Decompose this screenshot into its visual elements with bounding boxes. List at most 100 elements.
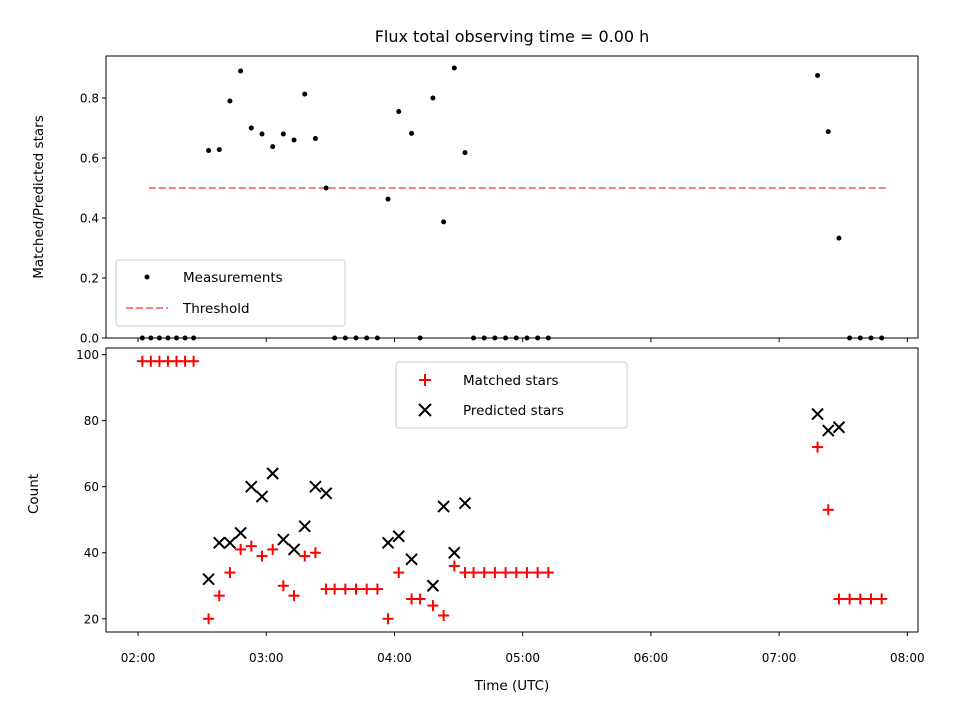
top-y-tick-label: 0.8 (80, 92, 99, 106)
matched-star-point (521, 567, 533, 579)
x-tick-label: 05:00 (505, 651, 540, 665)
measurement-point (409, 130, 415, 136)
top-y-tick-label: 0.4 (80, 212, 99, 226)
matched-star-point (510, 567, 522, 579)
measurement-point (385, 196, 391, 202)
matched-star-point (224, 567, 236, 579)
matched-star-point (350, 583, 362, 595)
predicted-star-point (213, 536, 226, 550)
predicted-star-point (202, 572, 215, 586)
measurement-point (396, 109, 402, 114)
measurement-point (430, 95, 436, 101)
top-axes-frame (105, 55, 919, 339)
bottom-legend-box (395, 361, 628, 429)
legend-matched-marker (419, 374, 431, 386)
predicted-star-point (309, 480, 322, 493)
top-y-tick-label: 0.0 (80, 332, 99, 346)
x-axis-label: Time (UTC) (474, 678, 550, 694)
matched-star-point (203, 613, 215, 625)
matched-star-point (844, 593, 856, 605)
measurement-point (462, 150, 468, 156)
measurement-point (227, 98, 233, 104)
x-tick-label: 03:00 (249, 651, 284, 665)
matched-star-point (438, 609, 450, 621)
legend-threshold-label: Threshold (182, 301, 250, 317)
matched-star-point (299, 550, 311, 562)
matched-star-point (448, 560, 460, 572)
bottom-y-tick-label: 60 (84, 480, 99, 494)
matched-star-point (382, 613, 394, 625)
measurement-point (312, 136, 318, 141)
predicted-star-point (223, 536, 237, 550)
matched-star-point (414, 593, 426, 605)
matched-star-point (393, 567, 405, 579)
predicted-star-point (811, 407, 824, 421)
measurement-point (216, 147, 222, 153)
predicted-star-point (234, 526, 247, 540)
top-y-tick-label: 0.2 (80, 272, 99, 286)
matched-star-point (865, 593, 877, 605)
legend-measurements-label: Measurements (183, 270, 283, 286)
matched-star-point (256, 550, 268, 562)
predicted-star-point (458, 497, 472, 510)
predicted-star-point (822, 424, 835, 437)
legend-predicted-marker (418, 403, 432, 417)
chart-title: Flux total observing time = 0.00 h (375, 27, 650, 46)
x-tick-label: 02:00 (121, 651, 156, 665)
top-legend: Measurements Threshold (115, 259, 346, 327)
measurement-point (815, 73, 821, 78)
matched-star-point (361, 583, 373, 595)
predicted-star-point (437, 500, 450, 513)
matched-star-point (277, 580, 289, 592)
bottom-axis-ticks: 20 40 60 80 100 02:00 03:00 04:00 05:00 06:00 07:0… (76, 348, 925, 665)
top-panel: Flux total observing time = 0.00 h Match… (31, 27, 919, 341)
matched-star-point (489, 567, 501, 579)
measurement-point (825, 129, 831, 135)
predicted-star-point (245, 480, 258, 493)
measurement-point (836, 235, 842, 241)
predicted-star-point (255, 490, 269, 503)
measurement-point (291, 137, 297, 143)
top-y-axis-label: Matched/Predicted stars (31, 115, 47, 278)
matched-star-point (309, 547, 321, 559)
top-plot-area (139, 65, 886, 341)
matched-star-point (427, 600, 439, 612)
matched-star-point (833, 593, 845, 605)
matched-star-point (812, 441, 824, 453)
measurement-point (280, 131, 286, 137)
matched-star-point (822, 504, 834, 516)
predicted-star-point (448, 546, 461, 559)
matched-star-point (288, 590, 300, 602)
matched-star-point (329, 583, 341, 595)
measurement-point (238, 68, 244, 74)
matched-star-point (542, 567, 554, 579)
measurement-point (302, 91, 308, 97)
bottom-y-tick-label: 80 (84, 414, 99, 428)
bottom-y-tick-label: 20 (84, 612, 99, 626)
matched-star-point (371, 583, 383, 595)
predicted-star-point (277, 533, 290, 546)
measurement-point (451, 65, 457, 71)
predicted-star-point (832, 421, 846, 434)
matched-star-point (245, 540, 257, 552)
x-tick-label: 06:00 (634, 651, 669, 665)
matched-star-point (468, 567, 480, 579)
bottom-y-axis-label: Count (26, 474, 42, 514)
matched-star-point (532, 567, 544, 579)
matched-star-point (235, 543, 247, 555)
matched-star-point (188, 355, 200, 367)
measurement-point (206, 148, 212, 153)
matched-star-point (500, 567, 512, 579)
top-axis-ticks: 0.0 0.2 0.4 0.6 0.8 (80, 92, 908, 346)
measurement-point (259, 131, 265, 137)
matched-star-point (339, 583, 351, 595)
predicted-star-point (319, 487, 333, 500)
bottom-y-tick-label: 40 (84, 546, 99, 560)
x-tick-label: 04:00 (377, 651, 412, 665)
measurement-point (441, 219, 447, 225)
legend-measurements-marker (144, 274, 150, 280)
predicted-star-point (266, 467, 279, 480)
predicted-star-point (298, 520, 311, 533)
matched-star-point (854, 593, 866, 605)
